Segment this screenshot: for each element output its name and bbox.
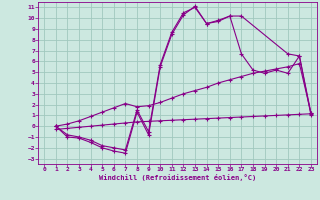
X-axis label: Windchill (Refroidissement éolien,°C): Windchill (Refroidissement éolien,°C) — [99, 174, 256, 181]
